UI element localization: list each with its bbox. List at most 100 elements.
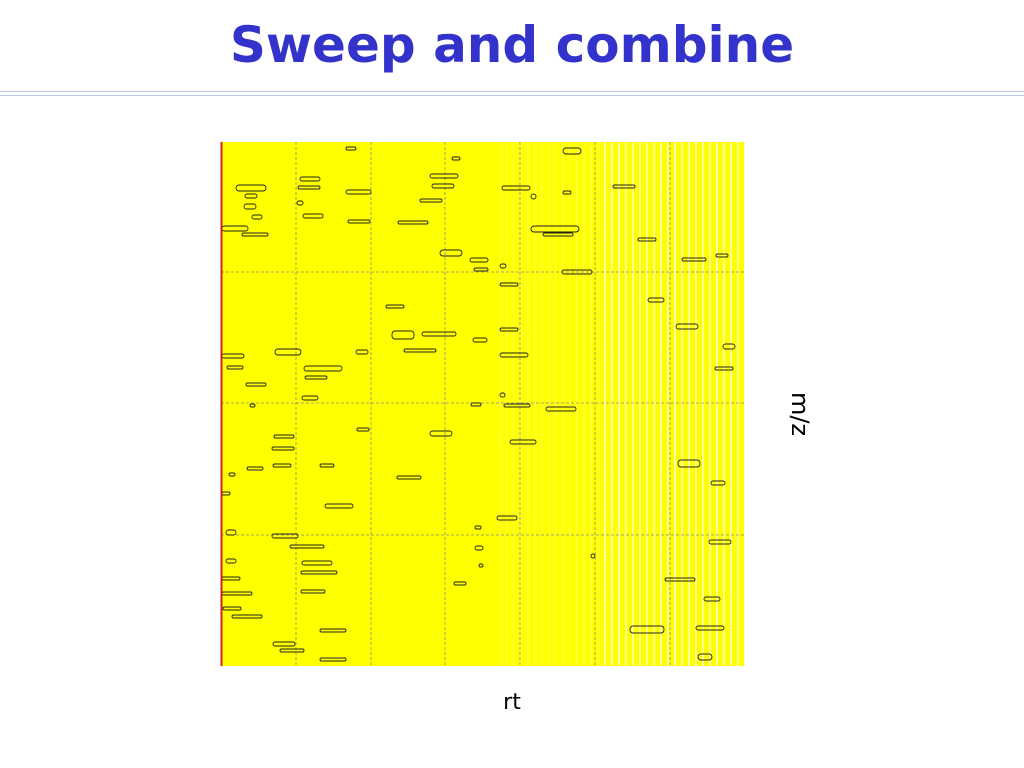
- contour: [228, 472, 236, 477]
- contour: [251, 214, 263, 220]
- contour: [297, 185, 321, 190]
- contour: [722, 343, 736, 350]
- contour: [303, 365, 343, 372]
- contour: [301, 560, 333, 566]
- contour: [243, 203, 257, 210]
- contour: [397, 220, 429, 225]
- contour: [474, 545, 484, 551]
- contour: [472, 337, 488, 343]
- contour: [419, 198, 443, 203]
- contour: [272, 463, 292, 468]
- contour: [347, 219, 371, 224]
- contour: [396, 475, 422, 480]
- contour: [542, 232, 574, 237]
- contour: [273, 434, 295, 439]
- contour: [612, 184, 636, 189]
- x-axis-label: rt: [503, 690, 521, 715]
- contour: [225, 529, 237, 536]
- contour: [474, 525, 482, 530]
- contour: [431, 183, 455, 189]
- contour: [473, 267, 489, 272]
- contour: [562, 190, 572, 195]
- contour: [530, 225, 580, 233]
- contour: [496, 515, 518, 521]
- contour: [274, 348, 302, 356]
- grid: [221, 142, 744, 666]
- contour: [319, 463, 335, 468]
- contour: [301, 395, 319, 401]
- contour: [499, 392, 506, 398]
- contour: [499, 282, 519, 287]
- map-background: [221, 142, 744, 666]
- contours: [221, 146, 736, 662]
- contour: [439, 249, 463, 257]
- contour: [562, 147, 582, 155]
- contour: [499, 327, 519, 332]
- contour: [708, 539, 732, 545]
- contour: [545, 406, 577, 412]
- contour: [697, 653, 713, 661]
- contour: [451, 156, 461, 161]
- contour: [703, 596, 721, 602]
- contour: [244, 193, 258, 199]
- contour: [637, 237, 657, 242]
- contour: [469, 257, 489, 263]
- contour: [677, 459, 701, 468]
- contour: [231, 614, 263, 619]
- title-rule: [0, 95, 1024, 96]
- title-rule: [0, 91, 1024, 92]
- contour: [225, 558, 237, 564]
- contour: [647, 297, 665, 303]
- contour: [249, 403, 256, 408]
- contour: [222, 606, 242, 611]
- contour: [300, 570, 338, 575]
- contour: [391, 330, 415, 340]
- contour: [345, 146, 357, 151]
- contour: [403, 348, 437, 353]
- contour: [226, 365, 244, 370]
- contour: [501, 185, 531, 191]
- contour: [714, 366, 734, 371]
- contour: [345, 189, 372, 195]
- contour: [279, 648, 305, 653]
- contour: [246, 466, 264, 471]
- contour: [675, 323, 699, 330]
- contour: [695, 625, 725, 631]
- slide-title: Sweep and combine: [229, 16, 795, 74]
- contour: [235, 184, 267, 192]
- contour: [245, 382, 267, 387]
- contour: [356, 427, 370, 432]
- contour: [429, 430, 453, 437]
- contour: [319, 628, 347, 633]
- contour: [590, 553, 596, 559]
- contour: [715, 253, 729, 258]
- contour: [324, 503, 354, 509]
- contour: [296, 200, 304, 206]
- contour: [499, 352, 529, 358]
- contour: [499, 263, 507, 269]
- contour: [271, 533, 299, 539]
- contour: [470, 402, 482, 407]
- contour: [503, 403, 531, 408]
- contour: [271, 446, 295, 451]
- contour: [300, 589, 326, 594]
- contour: [302, 213, 324, 219]
- contour: [710, 480, 726, 486]
- contour: [355, 349, 369, 355]
- y-axis-label: m/z: [786, 391, 814, 437]
- contour: [304, 375, 328, 380]
- contour: [453, 581, 467, 586]
- contour: [319, 657, 347, 662]
- contour: [509, 439, 537, 445]
- contour: [478, 563, 484, 568]
- contour: [629, 625, 665, 634]
- contour: [561, 269, 593, 275]
- contour: [429, 173, 459, 179]
- contour: [289, 544, 325, 549]
- contour: [421, 331, 457, 337]
- contour: [664, 577, 696, 582]
- contour: [530, 193, 537, 200]
- contour: [385, 304, 405, 309]
